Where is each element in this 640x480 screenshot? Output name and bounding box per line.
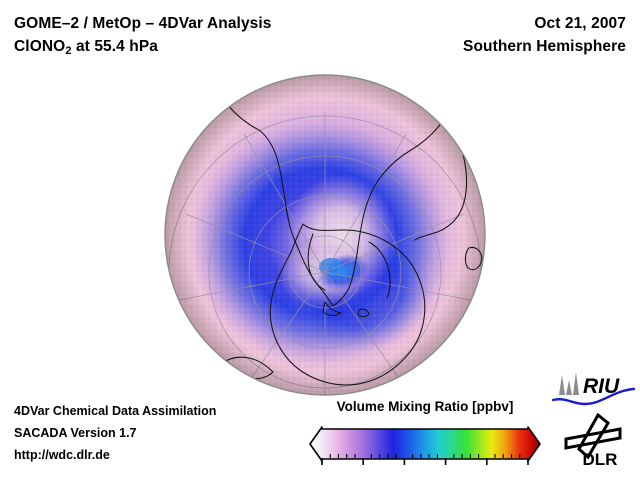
riu-wordmark: RIU <box>583 375 620 398</box>
globe-map <box>163 74 487 398</box>
colorbar-tick-label: 3 <box>442 466 450 469</box>
instrument-title: GOME–2 / MetOp – 4DVar Analysis <box>14 15 272 32</box>
wdc-url[interactable]: http://wdc.dlr.de <box>14 448 110 462</box>
colorbar-ticks <box>321 454 529 465</box>
colorbar-tick-label: 1 <box>359 466 367 469</box>
pressure-level: at 55.4 hPa <box>71 38 159 55</box>
riu-swoosh-icon <box>551 387 636 406</box>
dlr-wordmark: DLR <box>583 450 618 469</box>
colorbar-title: Volume Mixing Ratio [ppbv] <box>336 399 514 414</box>
colorbar-tick-label: 2 <box>401 466 409 469</box>
coastline-tasmania <box>239 384 252 394</box>
hemisphere-label: Southern Hemisphere <box>463 38 626 55</box>
dlr-logo: DLR <box>562 412 636 469</box>
footer-left-block: 4DVar Chemical Data Assimilation SACADA … <box>14 400 216 466</box>
dlr-emblem-icon <box>564 412 622 460</box>
assimilation-label: 4DVar Chemical Data Assimilation <box>14 404 217 418</box>
globe-outline <box>164 74 486 396</box>
colorbar-tick-label: 4 <box>483 466 491 469</box>
header-left-block: GOME–2 / MetOp – 4DVar Analysis ClONO2 a… <box>14 12 272 63</box>
limb-shading <box>165 75 485 395</box>
colorbar-tick-label: 0 <box>318 466 326 469</box>
header-right-block: Oct 21, 2007 Southern Hemisphere <box>463 12 626 58</box>
version-label: SACADA Version 1.7 <box>14 426 137 440</box>
colorbar-tick-labels: 0 1 2 3 4 5 <box>318 466 532 469</box>
species-name: ClONO <box>14 38 66 55</box>
date-label: Oct 21, 2007 <box>534 15 626 32</box>
riu-spike-icon <box>559 372 579 395</box>
colorbar-tick-label: 5 <box>524 466 532 469</box>
colorbar-block: Volume Mixing Ratio [ppbv] 0 1 2 3 4 5 <box>305 399 545 469</box>
colorbar-swatch <box>309 426 541 462</box>
species-pressure-title: ClONO2 at 55.4 hPa <box>14 35 272 63</box>
species-subscript: 2 <box>65 45 72 57</box>
riu-logo: RIU <box>551 371 636 409</box>
